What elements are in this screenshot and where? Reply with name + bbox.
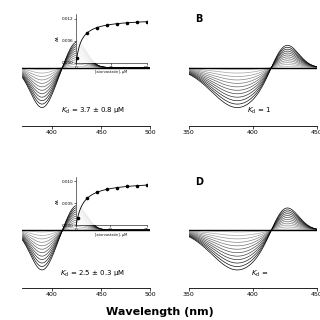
Text: $K_\mathrm{d}$ = 1: $K_\mathrm{d}$ = 1 (247, 106, 271, 116)
Text: Wavelength (nm): Wavelength (nm) (106, 307, 214, 317)
Text: $K_\mathrm{d}$ = 2.5 ± 0.3 μM: $K_\mathrm{d}$ = 2.5 ± 0.3 μM (60, 268, 125, 279)
Text: B: B (195, 14, 203, 24)
Text: $K_\mathrm{d}$ =: $K_\mathrm{d}$ = (251, 268, 268, 279)
Text: $K_\mathrm{d}$ = 3.7 ± 0.8 μM: $K_\mathrm{d}$ = 3.7 ± 0.8 μM (61, 106, 125, 116)
Text: D: D (195, 177, 203, 187)
